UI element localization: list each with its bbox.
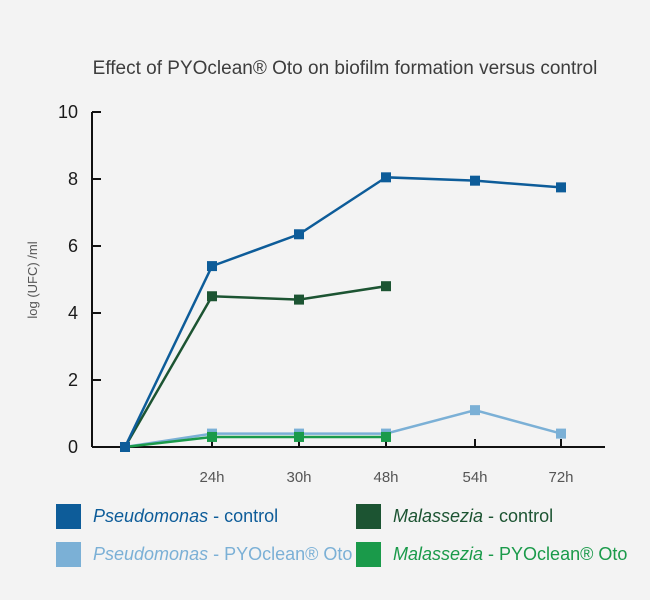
legend-species: Malassezia	[393, 506, 484, 526]
series-2	[120, 405, 566, 452]
legend-treatment: control	[499, 506, 554, 526]
data-point	[207, 431, 217, 442]
data-point	[556, 182, 566, 193]
data-point	[207, 261, 217, 272]
series-line	[124, 435, 386, 449]
series-layer	[120, 172, 566, 452]
data-point	[381, 281, 391, 292]
series-0	[120, 172, 566, 452]
data-point	[470, 405, 480, 416]
x-tick-label: 72h	[548, 469, 573, 486]
legend-swatch	[56, 504, 81, 529]
legend-swatch	[356, 542, 381, 567]
data-point	[207, 291, 217, 302]
x-tick-label: 48h	[373, 469, 398, 486]
data-point	[294, 431, 304, 442]
legend-item-pseudomonas-pyoclean: Pseudomonas - PYOclean® Oto	[56, 542, 352, 567]
y-tick-label: 10	[58, 102, 78, 122]
data-point	[294, 294, 304, 305]
data-point	[381, 431, 391, 442]
legend-species: Malassezia	[393, 544, 484, 564]
series-3	[120, 431, 391, 452]
legend-swatch	[56, 542, 81, 567]
data-point	[120, 442, 130, 452]
data-point	[294, 229, 304, 240]
data-point	[556, 428, 566, 439]
y-tick-label: 0	[68, 437, 78, 457]
series-line	[123, 284, 387, 448]
x-tick-label: 24h	[199, 469, 224, 486]
data-point	[381, 172, 391, 183]
legend-item-malassezia-pyoclean: Malassezia - PYOclean® Oto	[356, 542, 627, 567]
x-tick-label: 54h	[462, 469, 487, 486]
legend-item-pseudomonas-control: Pseudomonas - control	[56, 504, 278, 529]
legend-swatch	[356, 504, 381, 529]
series-1	[120, 281, 391, 452]
y-tick-label: 6	[68, 236, 78, 256]
axes: 0 2 4 6 8 10 24h 30h 48h 54h 72h	[58, 102, 605, 486]
y-tick-label: 8	[68, 169, 78, 189]
legend-treatment: PYOclean® Oto	[499, 544, 628, 564]
y-axis-label: log (UFC) /ml	[25, 241, 40, 318]
data-point	[470, 175, 480, 186]
x-tick-label: 30h	[286, 469, 311, 486]
legend-treatment: control	[224, 506, 279, 526]
y-tick-label: 2	[68, 370, 78, 390]
chart-title: Effect of PYOclean® Oto on biofilm forma…	[93, 58, 598, 79]
legend-species: Pseudomonas	[93, 544, 209, 564]
series-line	[123, 176, 562, 448]
legend-treatment: PYOclean® Oto	[224, 544, 353, 564]
series-line	[124, 408, 562, 449]
legend-species: Pseudomonas	[93, 506, 209, 526]
legend-item-malassezia-control: Malassezia - control	[356, 504, 553, 529]
y-tick-label: 4	[68, 303, 78, 323]
